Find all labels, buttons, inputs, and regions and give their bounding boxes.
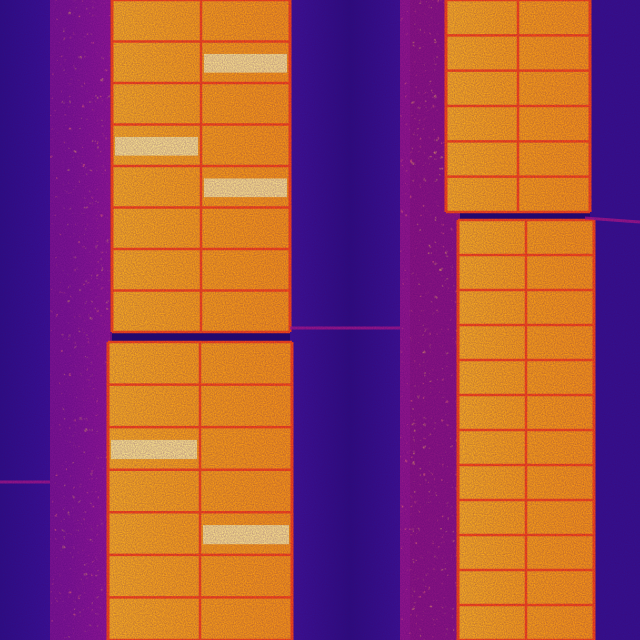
thermal-solar-image [0, 0, 640, 640]
noise-overlay [0, 0, 640, 640]
